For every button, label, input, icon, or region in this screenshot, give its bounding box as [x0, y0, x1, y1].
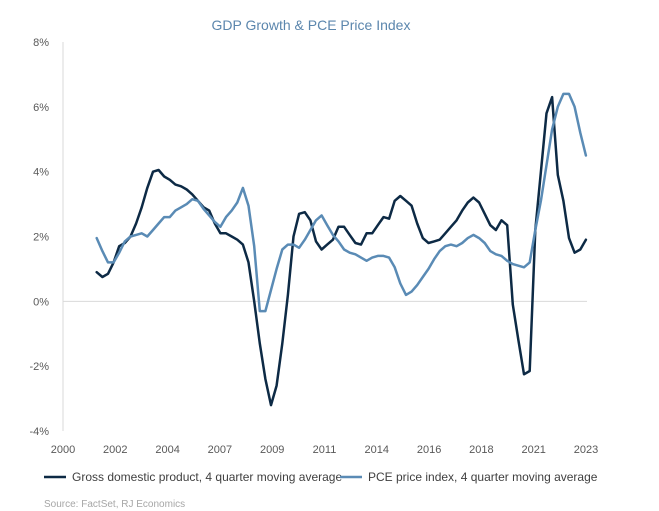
series-line-pce	[95, 92, 588, 313]
series-line-gdp	[95, 95, 588, 407]
legend: Gross domestic product, 4 quarter moving…	[44, 470, 598, 484]
x-tick-label: 2018	[469, 444, 493, 456]
y-tick-label: 0%	[33, 296, 49, 308]
y-tick-label: 8%	[33, 37, 49, 49]
y-tick-label: 2%	[33, 232, 49, 244]
y-tick-label: 4%	[33, 167, 49, 179]
x-tick-label: 2011	[313, 444, 337, 456]
y-tick-label: -2%	[29, 361, 49, 373]
legend-label-pce: PCE price index, 4 quarter moving averag…	[368, 470, 598, 484]
legend-label-gdp: Gross domestic product, 4 quarter moving…	[72, 470, 342, 484]
x-tick-label: 2002	[103, 444, 127, 456]
x-tick-label: 2007	[208, 444, 232, 456]
y-tick-label: -4%	[29, 426, 49, 438]
x-tick-label: 2016	[417, 444, 441, 456]
chart-title: GDP Growth & PCE Price Index	[212, 17, 411, 33]
x-tick-label: 2009	[260, 444, 284, 456]
source-note: Source: FactSet, RJ Economics	[44, 499, 185, 510]
axes: -4% -2% 0% 2% 4% 6% 8% 2000 2002 2004 2007 2009 2011…	[29, 37, 598, 456]
x-tick-label: 2000	[51, 444, 75, 456]
x-tick-label: 2021	[521, 444, 545, 456]
x-tick-label: 2023	[574, 444, 598, 456]
x-tick-label: 2004	[155, 444, 179, 456]
y-tick-label: 6%	[33, 102, 49, 114]
x-tick-label: 2014	[365, 444, 389, 456]
series-layer	[95, 92, 588, 407]
